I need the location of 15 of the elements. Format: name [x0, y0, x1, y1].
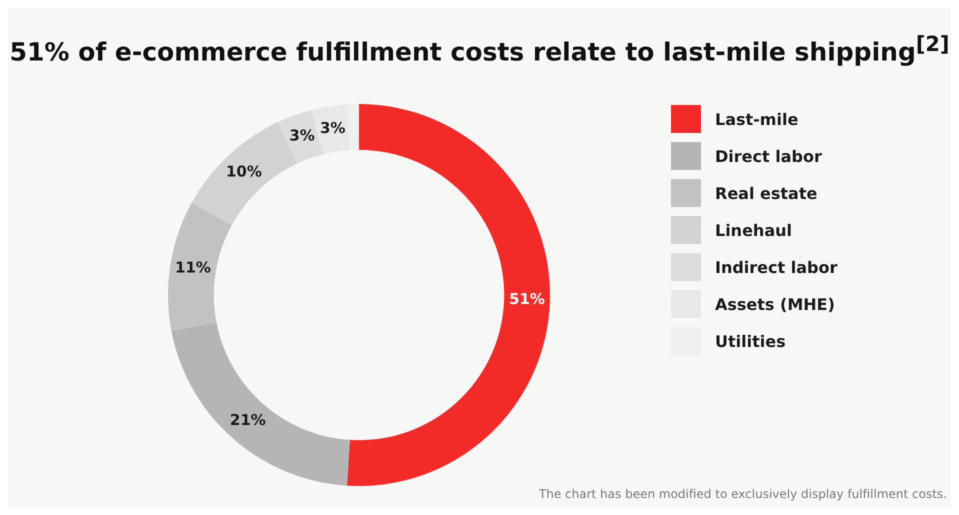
data-label: 21% — [230, 410, 266, 429]
legend-label: Direct labor — [715, 146, 822, 166]
chart-title: 51% of e-commerce fulfillment costs relate to last-mile shipping$^{[2]}$ — [8, 31, 950, 66]
legend-label: Indirect labor — [715, 258, 838, 276]
data-label: 11% — [175, 258, 211, 277]
legend-label: Real estate — [715, 184, 818, 202]
legend-label: Last-mile — [715, 110, 798, 128]
data-label: 51% — [509, 290, 545, 308]
text: The chart has been modified to exclusively display fulfillment costs. — [538, 487, 947, 501]
legend-label: Linehaul — [715, 220, 792, 240]
data-label: 3% — [320, 118, 346, 137]
legend-label: Assets (MHE) — [715, 294, 835, 314]
data-label: 10% — [226, 162, 262, 180]
legend-label: Utilities — [715, 332, 786, 350]
data-label: 3% — [289, 126, 315, 145]
